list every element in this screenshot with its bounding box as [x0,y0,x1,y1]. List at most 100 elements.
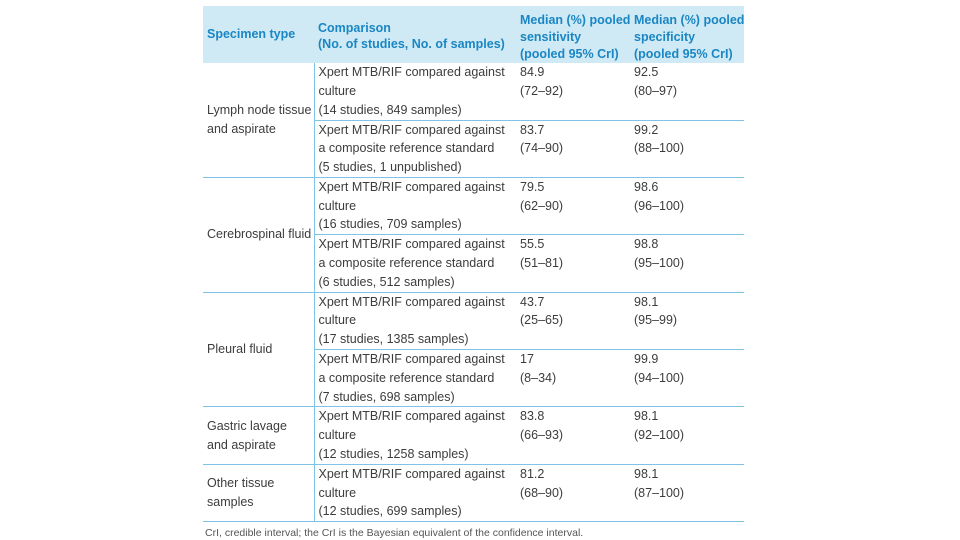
sensitivity-cell: 83.7 (74–90) [516,120,630,178]
comparison-line: (12 studies, 699 samples) [318,504,462,519]
comparison-line: culture [318,313,357,328]
specimen-type-cell: Gastric lavage and aspirate [203,406,315,465]
specificity-line: (87–100) [634,485,685,500]
table-body: Lymph node tissue and aspirate Xpert MTB/R… [203,63,744,523]
specimen-type-line: Lymph node tissue [207,103,312,118]
comparison-line: (12 studies, 1258 samples) [318,447,469,462]
header-comparison-line: (No. of studies, No. of samples) [318,37,505,51]
specificity-line: 99.9 [634,352,659,367]
header-sensitivity-line: Median (%) pooled [520,13,631,27]
specificity-line: 98.6 [634,179,659,194]
sensitivity-cell: 79.5 (62–90) [516,177,630,236]
comparison-line: Xpert MTB/RIF compared against [318,122,505,137]
comparison-line: Xpert MTB/RIF compared against [318,466,505,481]
comparison-line: (7 studies, 698 samples) [318,389,455,404]
comparison-line: Xpert MTB/RIF compared against [318,237,505,252]
comparison-line: Xpert MTB/RIF compared against [318,294,505,309]
comparison-line: (14 studies, 849 samples) [318,102,462,117]
comparison-line: a composite reference standard [318,141,495,156]
table-row: Pleural fluid Xpert MTB/RIF compared agai… [203,292,744,408]
header-specimen-type: Specimen type [203,6,314,63]
specificity-line: 92.5 [634,65,659,79]
specificity-line: 99.2 [634,122,659,137]
sensitivity-line: (68–90) [520,485,564,500]
specimen-type-line: Pleural fluid [207,342,273,357]
sensitivity-line: 79.5 [520,179,545,194]
comparison-cell: Xpert MTB/RIF compared against culture (12… [314,464,516,523]
comparison-cell: Xpert MTB/RIF compared against a composit… [314,120,516,178]
table-row: Cerebrospinal fluid Xpert MTB/RIF compare… [203,177,744,293]
comparison-line: culture [318,428,357,443]
specificity-cell: 92.5 (80–97) [630,63,744,121]
specificity-line: (88–100) [634,141,685,156]
table-row: Gastric lavage and aspirate Xpert MTB/RIF … [203,406,744,465]
header-specificity-line: specificity [634,30,696,44]
comparison-line: culture [318,83,357,98]
sensitivity-line: (25–65) [520,313,564,328]
comparison-line: Xpert MTB/RIF compared against [318,65,505,79]
sensitivity-cell: 17 (8–34) [516,349,630,408]
header-specificity: Median (%) pooled specificity (pooled 95… [630,6,744,63]
sensitivity-line: (62–90) [520,198,564,213]
specificity-cell: 98.1 (92–100) [630,406,744,465]
specificity-cell: 98.1 (95–99) [630,292,744,351]
specificity-line: 98.8 [634,237,659,252]
specimen-type-line: samples [207,495,254,510]
comparison-line: (17 studies, 1385 samples) [318,332,469,347]
header-comparison-line: Comparison [318,21,391,35]
table-row: Xpert MTB/RIF compared against a composit… [203,349,744,408]
results-table: Specimen type Comparison (No. of studies… [203,6,744,523]
comparison-cell: Xpert MTB/RIF compared against culture (17… [314,292,516,351]
specificity-cell: 99.9 (94–100) [630,349,744,408]
specimen-type-line: Cerebrospinal fluid [207,227,312,242]
table-row: Xpert MTB/RIF compared against a composit… [203,234,744,293]
sensitivity-line: 55.5 [520,237,545,252]
comparison-line: a composite reference standard [318,256,495,271]
comparison-line: Xpert MTB/RIF compared against [318,179,505,194]
header-sensitivity: Median (%) pooled sensitivity (pooled 95… [516,6,630,63]
comparison-cell: Xpert MTB/RIF compared against a composit… [314,234,516,293]
header-comparison: Comparison (No. of studies, No. of sampl… [314,6,516,63]
specificity-line: (96–100) [634,198,685,213]
sensitivity-line: (74–90) [520,141,564,156]
sensitivity-line: 83.8 [520,409,545,424]
results-table-container: Specimen type Comparison (No. of studies… [203,6,744,523]
header-sensitivity-line: (pooled 95% CrI) [520,47,619,61]
sensitivity-cell: 83.8 (66–93) [516,406,630,465]
specimen-type-cell: Lymph node tissue and aspirate [203,63,315,178]
comparison-line: a composite reference standard [318,370,495,385]
sensitivity-line: 43.7 [520,294,545,309]
sensitivity-line: (51–81) [520,256,564,271]
comparison-cell: Xpert MTB/RIF compared against a composit… [314,349,516,408]
sensitivity-line: (72–92) [520,83,564,98]
comparison-line: culture [318,198,357,213]
specificity-line: (95–100) [634,256,685,271]
specificity-cell: 99.2 (88–100) [630,120,744,178]
table-row: Other tissue samples Xpert MTB/RIF compare… [203,464,744,523]
specificity-line: (80–97) [634,83,678,98]
sensitivity-cell: 55.5 (51–81) [516,234,630,293]
header-sensitivity-line: sensitivity [520,30,582,44]
sensitivity-cell: 43.7 (25–65) [516,292,630,351]
sensitivity-line: (66–93) [520,428,564,443]
specimen-type-line: Other tissue [207,476,275,491]
specificity-line: 98.1 [634,294,659,309]
table-row: Lymph node tissue and aspirate Xpert MTB/R… [203,63,744,178]
sensitivity-line: 83.7 [520,122,545,137]
specimen-type-line: Gastric lavage [207,418,287,433]
sensitivity-line: 84.9 [520,65,545,79]
sensitivity-cell: 81.2 (68–90) [516,464,630,523]
table-footnote: CrI, credible interval; the CrI is the B… [205,527,584,539]
specimen-type-cell: Cerebrospinal fluid [203,177,315,293]
specimen-type-cell: Pleural fluid [203,292,315,408]
specificity-line: (95–99) [634,313,678,328]
specificity-cell: 98.8 (95–100) [630,234,744,293]
sensitivity-line: 17 [520,352,534,367]
specificity-cell: 98.6 (96–100) [630,177,744,236]
sensitivity-line: (8–34) [520,370,557,385]
comparison-line: (16 studies, 709 samples) [318,217,462,232]
table-header: Specimen type Comparison (No. of studies… [203,6,744,63]
comparison-cell: Xpert MTB/RIF compared against culture (14… [314,63,516,121]
specificity-line: (92–100) [634,428,685,443]
sensitivity-line: 81.2 [520,466,545,481]
